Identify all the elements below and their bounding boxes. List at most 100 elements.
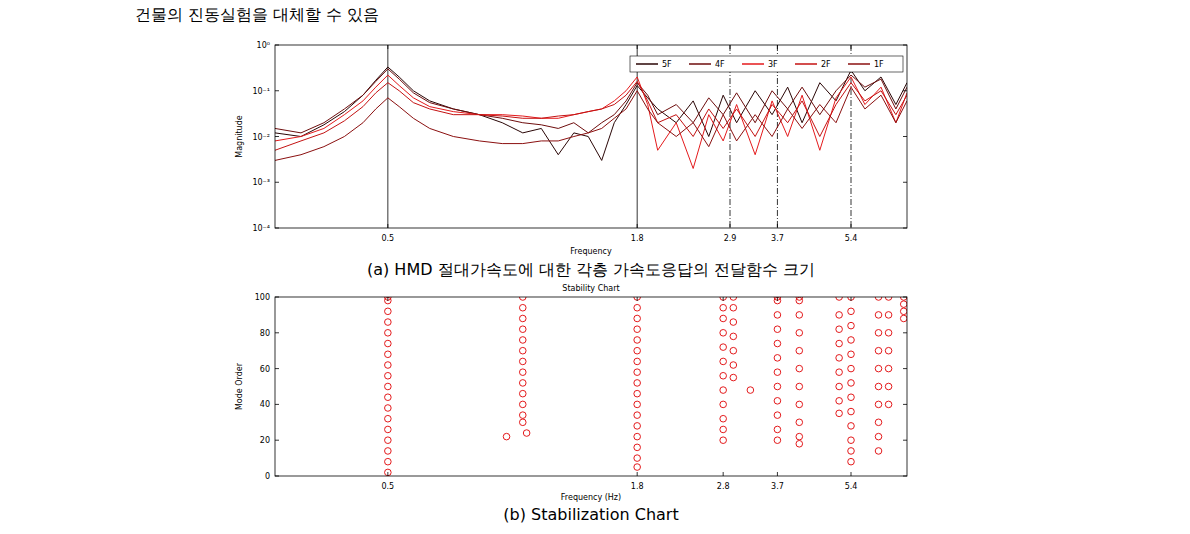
y-tick bbox=[275, 45, 279, 46]
scatter-point bbox=[519, 347, 526, 354]
scatter-point bbox=[519, 412, 526, 419]
scatter-point bbox=[774, 312, 781, 319]
y-tick bbox=[903, 476, 907, 477]
x-tick bbox=[851, 45, 852, 49]
scatter-point bbox=[796, 440, 803, 447]
y-tick bbox=[275, 368, 279, 369]
legend-swatch bbox=[689, 63, 711, 65]
frame bbox=[275, 297, 907, 476]
x-tick-label: 2.8 bbox=[717, 482, 730, 491]
scatter-point bbox=[875, 383, 882, 390]
scatter-point bbox=[720, 372, 727, 379]
figure: 건물의 진동실험을 대체할 수 있음10⁰10⁻¹10⁻²10⁻³10⁻⁴0.5… bbox=[0, 0, 1190, 534]
legend-label: 1F bbox=[874, 60, 884, 69]
reference-line bbox=[637, 45, 638, 228]
scatter-point bbox=[519, 326, 526, 333]
scatter-point bbox=[634, 358, 641, 365]
scatter-point bbox=[519, 297, 526, 300]
scatter-point bbox=[519, 401, 526, 408]
scatter-point bbox=[774, 297, 781, 304]
y-tick bbox=[903, 297, 907, 298]
scatter-point bbox=[875, 297, 882, 300]
y-tick bbox=[903, 90, 907, 91]
scatter-point bbox=[720, 344, 727, 351]
scatter-point bbox=[774, 412, 781, 419]
legend: 5F4F3F2F1F bbox=[630, 56, 903, 72]
scatter-point bbox=[634, 390, 641, 397]
scatter-point bbox=[385, 458, 392, 465]
scatter-point bbox=[634, 297, 641, 300]
legend-swatch bbox=[795, 63, 817, 65]
scatter-point bbox=[634, 347, 641, 354]
scatter-point bbox=[836, 398, 843, 405]
x-tick bbox=[730, 224, 731, 228]
scatter-point bbox=[634, 412, 641, 419]
y-tick-label: 100 bbox=[255, 293, 270, 302]
scatter-point bbox=[836, 297, 843, 300]
reference-line bbox=[387, 45, 388, 228]
y-tick bbox=[903, 45, 907, 46]
scatter-point bbox=[900, 301, 907, 308]
y-tick bbox=[903, 404, 907, 405]
scatter-point bbox=[848, 458, 855, 465]
x-tick-label: 1.8 bbox=[631, 234, 644, 243]
x-tick-label: 5.4 bbox=[845, 482, 858, 491]
x-tick bbox=[387, 472, 388, 476]
scatter-point bbox=[836, 340, 843, 347]
x-tick bbox=[387, 297, 388, 301]
reference-line bbox=[730, 45, 731, 228]
scatter-point bbox=[385, 383, 392, 390]
x-tick-label: 3.7 bbox=[771, 234, 784, 243]
scatter-point bbox=[747, 387, 754, 394]
y-tick bbox=[275, 297, 279, 298]
scatter-point bbox=[730, 297, 737, 300]
scatter-point bbox=[885, 330, 892, 337]
scatter-point bbox=[796, 347, 803, 354]
scatter-point bbox=[720, 437, 727, 444]
data-group bbox=[385, 297, 907, 476]
scatter-point bbox=[519, 337, 526, 344]
scatter-point bbox=[634, 401, 641, 408]
scatter-point bbox=[720, 304, 727, 311]
scatter-point bbox=[848, 437, 855, 444]
scatter-point bbox=[634, 444, 641, 451]
scatter-point bbox=[385, 426, 392, 433]
x-tick-label: 1.8 bbox=[631, 482, 644, 491]
scatter-point bbox=[730, 333, 737, 340]
y-axis-label: Magnitude bbox=[235, 115, 244, 157]
y-tick-label: 10⁻³ bbox=[252, 178, 270, 187]
y-tick bbox=[275, 136, 279, 137]
scatter-point bbox=[385, 330, 392, 337]
scatter-point bbox=[774, 398, 781, 405]
y-axis-label: Mode Order bbox=[235, 362, 244, 410]
scatter-point bbox=[885, 347, 892, 354]
x-tick bbox=[723, 472, 724, 476]
scatter-point bbox=[385, 448, 392, 455]
scatter-point bbox=[634, 369, 641, 376]
scatter-point bbox=[885, 365, 892, 372]
x-tick bbox=[851, 224, 852, 228]
scatter-point bbox=[385, 340, 392, 347]
scatter-point bbox=[900, 297, 907, 300]
scatter-point bbox=[720, 330, 727, 337]
y-tick-label: 10⁻⁴ bbox=[252, 224, 270, 233]
reference-line bbox=[851, 45, 852, 228]
scatter-point bbox=[634, 304, 641, 311]
scatter-point bbox=[385, 415, 392, 422]
scatter-point bbox=[885, 401, 892, 408]
scatter-point bbox=[796, 401, 803, 408]
scatter-point bbox=[875, 401, 882, 408]
scatter-point bbox=[720, 315, 727, 322]
scatter-point bbox=[385, 469, 392, 476]
scatter-point bbox=[519, 380, 526, 387]
scatter-point bbox=[836, 383, 843, 390]
scatter-point bbox=[848, 337, 855, 344]
y-tick-label: 40 bbox=[260, 400, 270, 409]
legend-label: 2F bbox=[821, 60, 831, 69]
scatter-point bbox=[634, 337, 641, 344]
scatter-point bbox=[774, 437, 781, 444]
scatter-point bbox=[848, 365, 855, 372]
x-axis-label: Frequency bbox=[570, 247, 612, 256]
scatter-point bbox=[774, 355, 781, 362]
scatter-point bbox=[875, 312, 882, 319]
